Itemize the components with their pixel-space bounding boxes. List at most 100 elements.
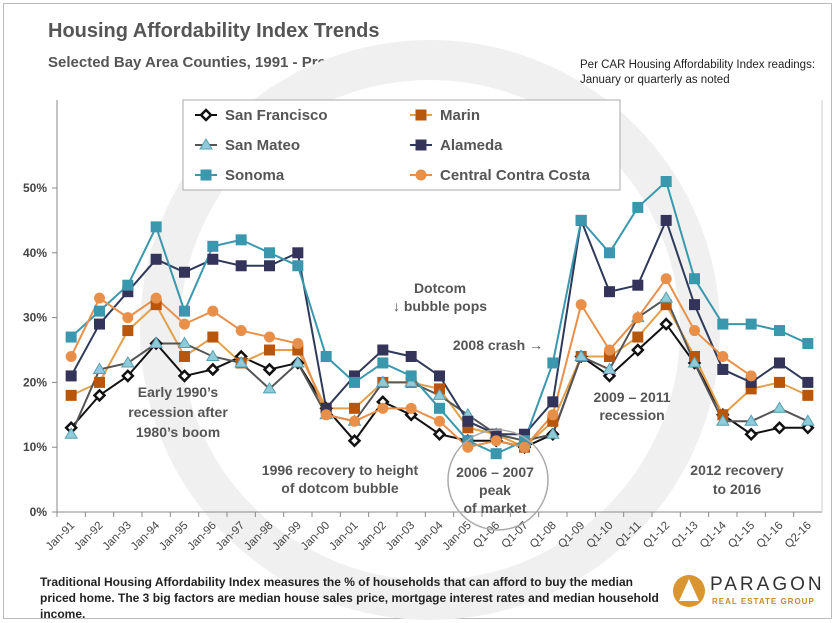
data-point-square [774, 357, 785, 369]
data-point-diamond [631, 343, 645, 357]
data-point-circle [745, 370, 757, 382]
data-point-square [264, 247, 275, 259]
data-point-square [122, 325, 134, 337]
annotation: Early 1990’s recession after 1980’s boomEa… [128, 384, 228, 440]
y-tick-label: 40% [23, 246, 47, 260]
data-point-diamond [177, 369, 192, 383]
x-tick-label: Jan-05 [441, 520, 474, 553]
data-point-diamond [432, 427, 447, 442]
data-point-square [150, 253, 162, 265]
data-point-circle [434, 415, 445, 427]
annotation: 2006 – 2007 peak of market2006 – 2007 peak… [456, 464, 534, 516]
y-tick-label: 0% [30, 505, 48, 519]
data-point-square [207, 240, 219, 252]
x-tick-label: Q1-07 [500, 520, 531, 551]
data-point-triangle [659, 291, 674, 303]
legend-box [182, 99, 621, 191]
data-point-square [660, 214, 672, 226]
data-point-square [94, 318, 105, 330]
data-point-square [235, 260, 247, 272]
data-point-square [689, 273, 700, 285]
x-tick-label: Jan-91 [44, 520, 77, 553]
legend-label: Sonoma [225, 167, 285, 184]
data-point-triangle [602, 362, 617, 374]
x-tick-label: Jan-00 [299, 520, 332, 553]
footer-text: Traditional Housing Affordability Index … [40, 575, 659, 621]
data-point-square [377, 344, 389, 356]
data-point-square [200, 169, 212, 181]
data-point-triangle [574, 349, 589, 361]
legend-label: Alameda [440, 137, 503, 154]
data-point-triangle [149, 336, 164, 349]
data-point-square [122, 279, 134, 291]
data-point-circle [320, 409, 332, 421]
data-point-square [547, 396, 559, 408]
data-point-diamond [121, 369, 135, 383]
watermark-ring [140, 40, 720, 620]
x-tick-label: Jan-93 [101, 520, 134, 553]
highlight-circle [447, 429, 549, 531]
data-point-circle [632, 312, 644, 324]
data-point-square [207, 253, 219, 265]
data-point-square [802, 376, 814, 388]
data-point-square [745, 318, 757, 330]
data-point-circle [264, 331, 275, 343]
data-point-square [349, 402, 360, 414]
data-point-diamond [206, 362, 220, 377]
x-tick-label: Jan-96 [186, 520, 219, 553]
legend-label: San Mateo [225, 137, 300, 154]
x-tick-label: Jan-95 [157, 520, 190, 553]
logo-name: PARAGON [710, 574, 825, 595]
data-point-circle [292, 338, 304, 350]
data-point-triangle [744, 414, 759, 426]
x-tick-label: Q1-15 [726, 520, 757, 551]
chart-title: Housing Affordability Index Trends [48, 20, 380, 42]
annotation: 1996 recovery to height of dotcom bubble1… [262, 462, 419, 496]
data-point-diamond [347, 433, 362, 448]
annotation: 2012 recovery to 20162012 recovery to 201… [690, 462, 784, 497]
data-point-square [632, 201, 644, 213]
data-point-circle [547, 409, 559, 421]
data-point-square [264, 344, 275, 356]
data-point-square [802, 389, 814, 401]
data-point-square [434, 370, 445, 382]
data-point-square [377, 357, 389, 369]
data-point-square [150, 221, 162, 233]
data-point-square [292, 260, 304, 272]
x-tick-label: Q1-08 [528, 520, 559, 551]
data-point-square [717, 318, 729, 330]
data-point-triangle [262, 381, 277, 394]
data-point-square [349, 376, 360, 388]
data-point-square [632, 279, 644, 291]
data-point-square [405, 350, 417, 362]
data-point-circle [179, 318, 190, 330]
data-point-square [774, 325, 785, 337]
chart-note: Per CAR Housing Affordability Index read… [580, 59, 816, 86]
data-point-square [179, 350, 190, 362]
data-point-square [462, 415, 474, 427]
data-point-square [717, 363, 729, 375]
data-point-triangle [715, 414, 730, 426]
data-point-triangle [432, 388, 447, 400]
data-point-square [434, 402, 445, 414]
data-point-square [802, 338, 814, 350]
data-point-square [604, 286, 615, 298]
data-point-circle [405, 402, 417, 414]
legend-label: Marin [440, 107, 480, 124]
data-point-triangle [64, 427, 79, 439]
data-point-triangle [800, 414, 815, 426]
x-tick-label: Jan-02 [356, 520, 389, 553]
data-point-triangle [199, 138, 213, 150]
data-point-circle [519, 441, 530, 453]
x-tick-label: Q1-14 [698, 519, 730, 551]
x-tick-label: Jan-04 [412, 519, 446, 553]
data-point-circle [415, 169, 427, 181]
data-point-triangle [687, 355, 702, 368]
x-tick-label: Q1-13 [670, 520, 701, 551]
data-point-triangle [375, 375, 390, 387]
data-point-square [179, 266, 190, 278]
y-tick-label: 30% [23, 311, 47, 325]
data-point-square [264, 260, 275, 272]
data-point-square [415, 139, 427, 151]
data-point-square [660, 176, 672, 188]
